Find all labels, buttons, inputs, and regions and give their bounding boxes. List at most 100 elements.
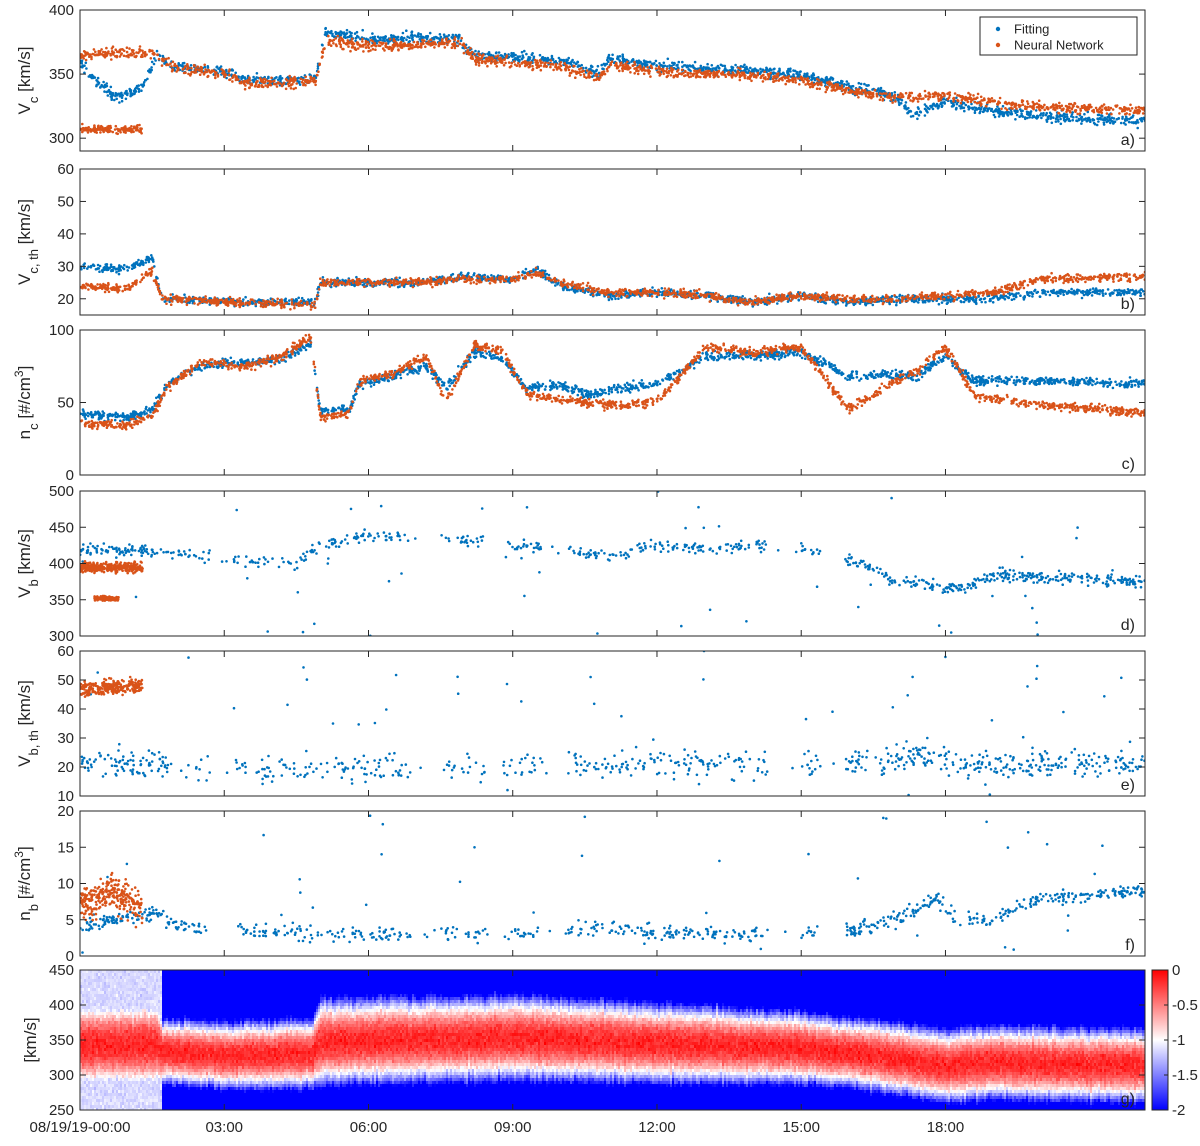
data-point (134, 87, 137, 91)
data-point (927, 95, 930, 98)
data-point (1038, 108, 1041, 111)
data-point (342, 41, 346, 45)
data-point (175, 70, 178, 73)
data-point (1096, 113, 1100, 117)
data-point (288, 74, 292, 78)
data-point (461, 43, 464, 47)
data-point (107, 50, 110, 53)
data-point (217, 67, 220, 71)
data-point (806, 80, 810, 83)
data-point (129, 129, 132, 133)
data-point (1065, 105, 1069, 108)
data-point (437, 44, 441, 48)
data-point (789, 70, 792, 73)
data-point (488, 57, 492, 61)
data-point (881, 99, 884, 102)
data-point (959, 300, 963, 303)
data-point (530, 53, 534, 56)
data-point (125, 89, 128, 93)
data-point (105, 129, 108, 132)
data-point (543, 56, 547, 60)
data-point (649, 75, 652, 78)
data-point (879, 95, 883, 99)
data-point (794, 76, 797, 80)
data-point (457, 37, 460, 40)
data-point (706, 62, 709, 66)
data-point (403, 42, 406, 45)
data-point (347, 45, 350, 48)
data-point (350, 31, 353, 35)
data-point (1059, 292, 1062, 295)
data-point (1081, 106, 1084, 109)
data-point (761, 80, 765, 83)
data-point (254, 85, 257, 88)
data-point (329, 44, 333, 47)
data-point (284, 87, 288, 91)
data-point (221, 71, 224, 75)
data-point (150, 254, 153, 257)
data-point (408, 44, 411, 47)
data-point (383, 39, 387, 43)
data-point (622, 63, 625, 67)
data-point (927, 97, 930, 101)
data-point (361, 44, 364, 47)
data-point (779, 77, 783, 80)
data-point (898, 93, 901, 97)
data-point (859, 82, 863, 86)
data-point (132, 130, 135, 134)
data-point (799, 75, 803, 79)
data-point (118, 49, 122, 53)
data-point (567, 68, 571, 72)
data-point (877, 87, 880, 90)
data-point (1086, 119, 1090, 122)
data-point (308, 73, 312, 76)
data-point (1080, 119, 1084, 123)
data-point (316, 291, 320, 294)
data-point (490, 274, 493, 277)
data-point (1006, 113, 1009, 116)
data-point (1014, 104, 1018, 107)
data-point (687, 68, 690, 71)
data-point (838, 86, 842, 90)
data-point (571, 69, 574, 72)
data-point (1055, 104, 1058, 107)
data-point (439, 35, 443, 39)
data-point (171, 60, 175, 64)
data-point (90, 55, 93, 59)
data-point (116, 50, 119, 54)
data-point (747, 69, 751, 72)
data-point (989, 109, 993, 112)
data-point (321, 50, 324, 54)
data-point (125, 265, 129, 269)
data-point (993, 115, 997, 119)
data-point (433, 41, 436, 45)
data-point (989, 299, 992, 303)
data-point (1042, 289, 1045, 293)
data-point (665, 65, 669, 68)
data-point (381, 39, 385, 42)
data-point (261, 79, 265, 83)
data-point (1098, 116, 1102, 120)
data-point (443, 35, 446, 39)
data-point (688, 64, 692, 67)
data-point (563, 62, 566, 65)
data-point (575, 72, 578, 76)
data-point (1113, 289, 1116, 292)
data-point (612, 61, 616, 64)
data-point (946, 92, 949, 96)
data-point (80, 56, 83, 60)
data-point (825, 88, 829, 91)
data-point (1077, 117, 1081, 121)
data-point (997, 115, 1001, 118)
data-point (150, 49, 154, 52)
data-point (616, 55, 620, 58)
data-point (130, 125, 133, 128)
data-point (789, 79, 792, 82)
data-point (390, 283, 394, 287)
data-point (478, 53, 481, 57)
data-point (132, 127, 136, 130)
data-point (339, 30, 342, 33)
data-point (878, 92, 882, 95)
data-point (1048, 111, 1052, 115)
